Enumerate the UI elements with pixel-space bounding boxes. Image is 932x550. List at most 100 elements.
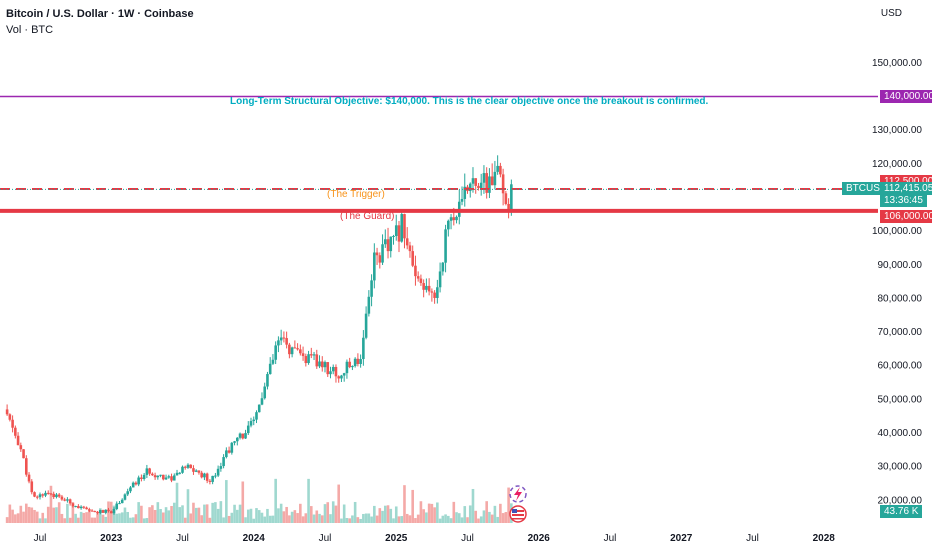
objective-annotation[interactable]: Long-Term Structural Objective: $140,000… [230,96,709,107]
candle-body [93,511,97,513]
candle-body [22,449,25,459]
volume-bar [479,516,483,523]
candle-body [151,473,154,476]
candle-body [340,375,343,379]
candle-body [172,475,176,481]
currency-label[interactable]: USD [880,8,902,19]
candle-body [214,475,217,477]
volume-bar [381,510,384,523]
candle-body [77,506,80,509]
volume-bar [400,516,404,523]
volume-bar [288,515,291,523]
candle-body [112,509,116,514]
volume-bar [309,506,313,523]
volume-bar [189,513,193,523]
candle-body [441,262,445,272]
guard-annotation[interactable]: (The Guard) [340,211,395,222]
volume-bar [392,518,395,523]
volume-bar [175,482,179,523]
candle-body [309,354,313,356]
candle-body [342,373,346,376]
volume-bar [419,501,423,523]
candle-body [299,349,302,354]
us-flag-icon[interactable] [509,505,527,523]
candle-body [381,244,384,263]
candle-body [271,359,275,364]
volume-bar [375,515,379,523]
chart-legend: Bitcoin / U.S. Dollar · 1W · Coinbase Vo… [6,6,194,38]
volume-bar [142,518,146,523]
candle-body [449,217,453,221]
candle-body [474,178,478,186]
candle-body [504,193,508,204]
volume-bar [441,515,445,523]
volume-bar [490,514,494,523]
candle-body [378,255,382,263]
candle-body [290,347,294,355]
candle-body [356,358,360,364]
symbol-title[interactable]: Bitcoin / U.S. Dollar · 1W · Coinbase [6,8,194,20]
volume-bar [299,503,302,523]
time-axis[interactable]: Jul 2023 Jul 2024 Jul 2025 Jul 2026 Jul 2027 Jul 20… [34,533,836,544]
volume-bar [153,509,157,523]
candle-body [405,238,409,246]
candle-body [123,494,127,500]
candle-body [167,476,171,478]
volume-bar [293,510,297,523]
candle-body [129,487,132,492]
volume-bar [167,510,171,523]
volume-bar [200,515,203,523]
trigger-annotation[interactable]: (The Trigger) [327,189,385,200]
candle-body [200,472,203,478]
lightning-icon[interactable] [509,485,527,503]
candle-body [493,171,497,186]
volume-bar [148,507,151,523]
volume-bar [438,518,442,523]
time-tick-label: 2026 [528,533,551,544]
candle-body [383,239,387,245]
volume-bar [496,516,499,523]
volume-bar [257,510,261,523]
volume-bar [249,508,253,523]
volume-bar [329,514,332,523]
volume-bar [16,513,20,523]
candlestick-series [5,155,513,515]
candle-body [430,291,434,293]
volume-bar [77,517,80,523]
price-tick-label: 60,000.00 [878,361,923,372]
volume-legend[interactable]: Vol · BTC [6,24,54,36]
candle-body [153,475,157,478]
volume-bar [236,509,239,523]
time-tick-label: 2023 [100,533,123,544]
candle-body [345,361,349,374]
candle-body [334,366,338,377]
volume-bar [38,518,42,523]
volume-bar [71,502,75,523]
volume-bar [134,514,138,523]
candle-body [74,506,77,508]
candle-body [331,366,335,372]
candle-body [501,174,505,194]
candle-body [351,366,354,368]
candle-body [19,445,23,450]
candle-body [326,362,330,375]
volume-bar [386,505,390,523]
candle-body [510,184,513,212]
volume-bar [296,513,299,523]
candle-body [170,476,173,481]
volume-bar [14,514,17,523]
volume-bar [233,504,236,523]
volume-bar [370,516,373,523]
candle-body [507,203,510,212]
volume-bar [181,505,184,523]
volume-bar [126,511,129,523]
candle-body [301,353,305,357]
candle-body [293,347,297,349]
volume-bar [337,484,341,523]
time-tick-label: Jul [34,533,47,544]
volume-bar [411,489,414,523]
price-axis[interactable]: 150,000.00 130,000.00 120,000.00 100,000.00… [872,58,922,506]
volume-bar [408,515,412,523]
volume-bar [41,512,45,523]
